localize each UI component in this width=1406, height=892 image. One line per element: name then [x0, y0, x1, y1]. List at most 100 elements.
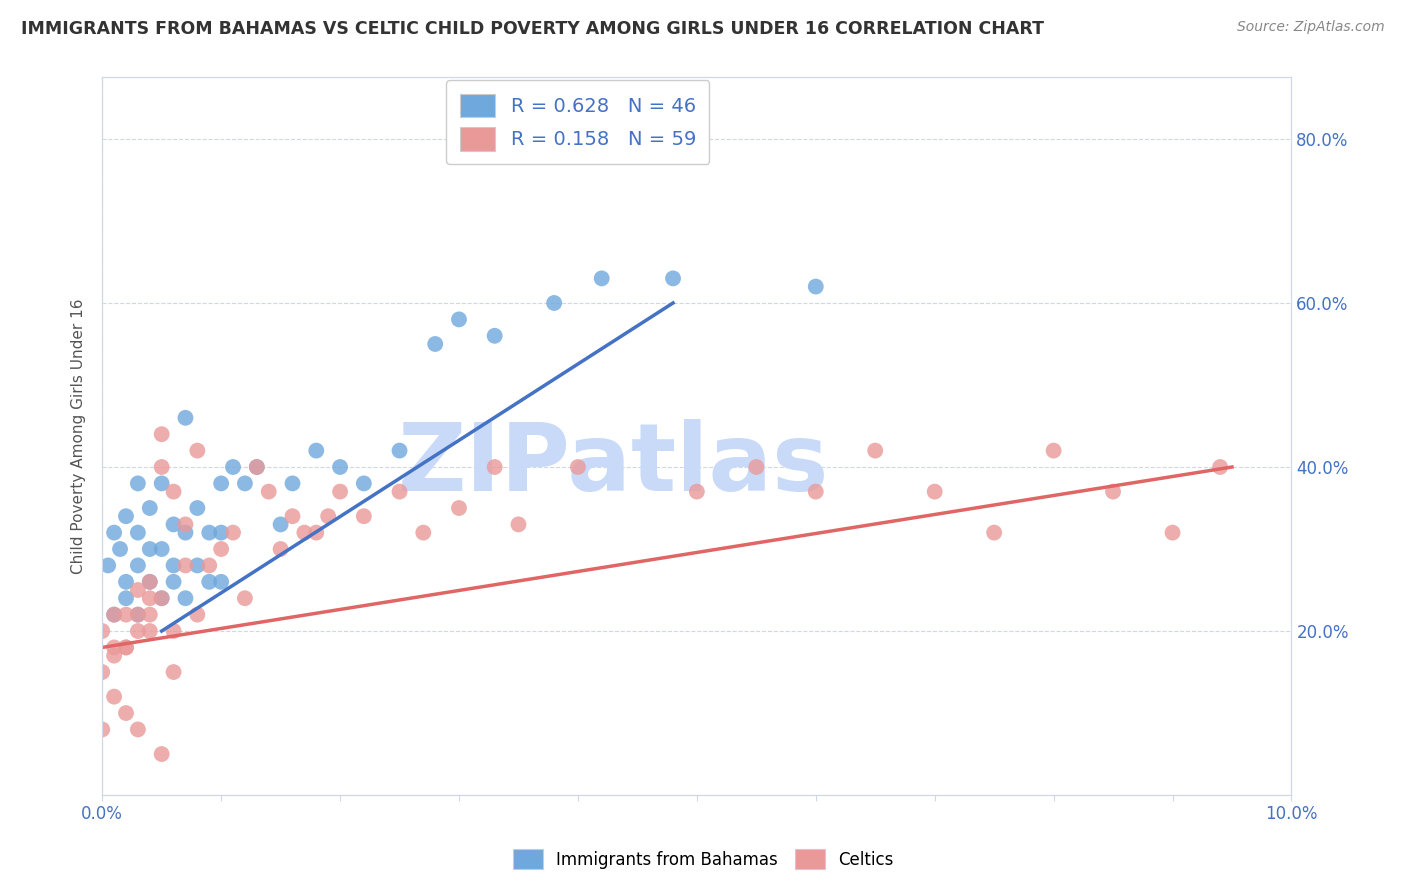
Point — [591, 271, 613, 285]
Point — [1042, 443, 1064, 458]
Point — [198, 525, 221, 540]
Text: ZIPatlas: ZIPatlas — [398, 419, 830, 511]
Point — [127, 558, 149, 573]
Point — [353, 509, 375, 524]
Point — [186, 443, 208, 458]
Point — [447, 501, 470, 516]
Y-axis label: Child Poverty Among Girls Under 16: Child Poverty Among Girls Under 16 — [72, 299, 86, 574]
Point — [233, 591, 256, 606]
Point — [150, 476, 173, 491]
Point — [305, 525, 328, 540]
Point — [97, 558, 120, 573]
Point — [924, 484, 946, 499]
Point — [139, 574, 162, 589]
Point — [281, 509, 304, 524]
Point — [863, 443, 886, 458]
Point — [127, 723, 149, 737]
Point — [388, 484, 411, 499]
Point — [174, 591, 197, 606]
Point — [139, 624, 162, 638]
Point — [139, 591, 162, 606]
Point — [543, 296, 565, 310]
Point — [484, 328, 506, 343]
Point — [1209, 460, 1232, 475]
Point — [108, 541, 131, 556]
Point — [127, 624, 149, 638]
Point — [115, 509, 138, 524]
Point — [91, 624, 114, 638]
Point — [270, 517, 292, 532]
Point — [115, 574, 138, 589]
Point — [246, 460, 269, 475]
Point — [174, 558, 197, 573]
Point — [139, 501, 162, 516]
Point — [162, 574, 184, 589]
Point — [209, 574, 232, 589]
Point — [139, 607, 162, 622]
Point — [174, 410, 197, 425]
Point — [209, 541, 232, 556]
Point — [329, 484, 352, 499]
Point — [139, 574, 162, 589]
Point — [209, 525, 232, 540]
Point — [745, 460, 768, 475]
Point — [209, 476, 232, 491]
Point — [115, 706, 138, 720]
Point — [127, 525, 149, 540]
Point — [198, 574, 221, 589]
Point — [983, 525, 1005, 540]
Point — [412, 525, 434, 540]
Point — [150, 591, 173, 606]
Point — [484, 460, 506, 475]
Point — [150, 591, 173, 606]
Point — [127, 607, 149, 622]
Point — [103, 607, 125, 622]
Legend: R = 0.628   N = 46, R = 0.158   N = 59: R = 0.628 N = 46, R = 0.158 N = 59 — [446, 80, 710, 164]
Point — [292, 525, 315, 540]
Point — [270, 541, 292, 556]
Point — [316, 509, 339, 524]
Point — [162, 484, 184, 499]
Point — [804, 484, 827, 499]
Point — [1161, 525, 1184, 540]
Point — [103, 525, 125, 540]
Point — [246, 460, 269, 475]
Text: IMMIGRANTS FROM BAHAMAS VS CELTIC CHILD POVERTY AMONG GIRLS UNDER 16 CORRELATION: IMMIGRANTS FROM BAHAMAS VS CELTIC CHILD … — [21, 20, 1045, 37]
Point — [115, 640, 138, 655]
Point — [198, 558, 221, 573]
Point — [115, 591, 138, 606]
Point — [329, 460, 352, 475]
Point — [103, 648, 125, 663]
Point — [222, 525, 245, 540]
Point — [162, 517, 184, 532]
Point — [162, 558, 184, 573]
Point — [388, 443, 411, 458]
Point — [139, 541, 162, 556]
Point — [150, 541, 173, 556]
Point — [186, 607, 208, 622]
Point — [804, 279, 827, 293]
Point — [425, 337, 447, 351]
Point — [127, 476, 149, 491]
Point — [103, 640, 125, 655]
Point — [662, 271, 685, 285]
Point — [281, 476, 304, 491]
Point — [103, 690, 125, 704]
Point — [686, 484, 709, 499]
Point — [127, 607, 149, 622]
Legend: Immigrants from Bahamas, Celtics: Immigrants from Bahamas, Celtics — [503, 838, 903, 880]
Point — [186, 558, 208, 573]
Point — [162, 665, 184, 679]
Point — [257, 484, 280, 499]
Point — [115, 607, 138, 622]
Point — [174, 517, 197, 532]
Point — [508, 517, 530, 532]
Point — [103, 607, 125, 622]
Point — [150, 747, 173, 761]
Point — [127, 582, 149, 597]
Point — [174, 525, 197, 540]
Point — [353, 476, 375, 491]
Point — [91, 665, 114, 679]
Point — [91, 723, 114, 737]
Point — [567, 460, 589, 475]
